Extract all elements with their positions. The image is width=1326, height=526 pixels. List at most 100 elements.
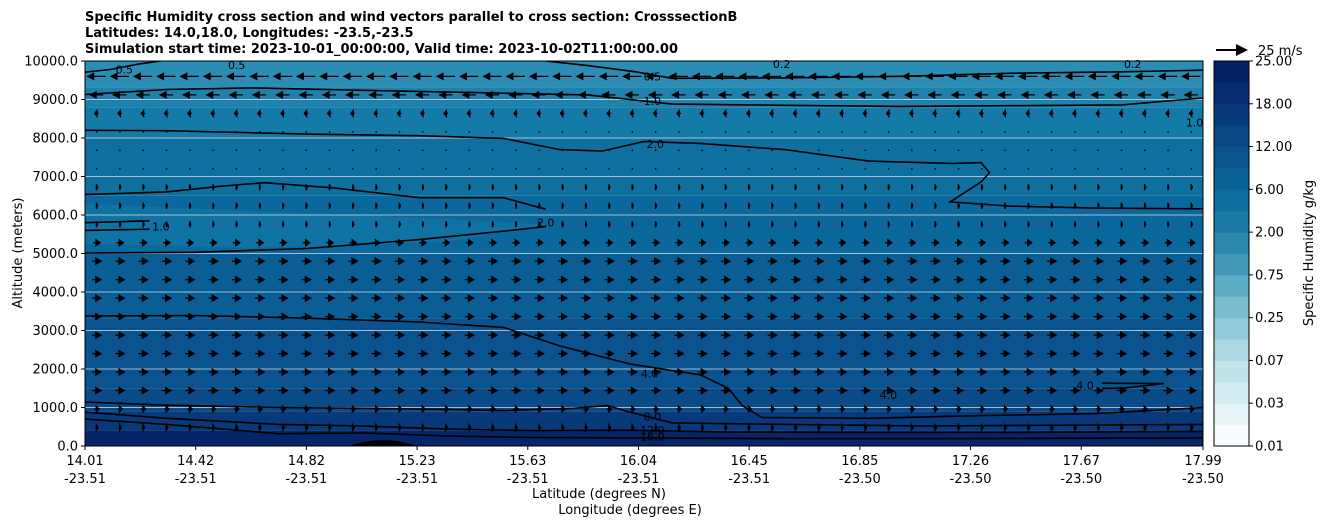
wind-vector	[814, 386, 825, 395]
wind-vector	[608, 168, 610, 170]
x-tick-label-lon: -23.51	[175, 472, 217, 487]
wind-vector	[1000, 294, 1011, 303]
wind-vector	[671, 90, 686, 99]
wind-vector	[1167, 184, 1170, 191]
wind-vector	[1120, 221, 1124, 228]
wind-vector	[464, 349, 476, 358]
wind-vector	[838, 238, 847, 247]
wind-vector	[631, 168, 634, 170]
colorbar-swatch	[1214, 167, 1249, 190]
colorbar-frame	[1213, 60, 1250, 447]
wind-vector	[817, 202, 821, 209]
wind-vector	[305, 221, 308, 228]
wind-vector	[1143, 149, 1146, 152]
wind-vector	[303, 108, 309, 119]
y-tick-label: 7000.0	[33, 170, 79, 185]
colorbar-swatch	[1214, 274, 1249, 297]
x-tick-label-lat: 17.26	[952, 454, 989, 469]
wind-vector	[1004, 221, 1007, 228]
colorbar-swatch	[1214, 61, 1249, 83]
wind-vector	[396, 108, 402, 119]
x-tick-label-lon: -23.50	[839, 472, 881, 487]
wind-vector	[1120, 131, 1123, 133]
wind-vector	[723, 404, 729, 414]
wind-vector	[792, 404, 799, 414]
wind-vector	[1097, 131, 1099, 133]
wind-vector	[442, 238, 451, 247]
wind-vector	[537, 422, 542, 433]
wind-vector	[208, 257, 219, 266]
wind-vector	[1136, 90, 1152, 99]
wind-vector	[305, 131, 308, 133]
wind-vector	[278, 294, 289, 303]
wind-vector	[1073, 221, 1077, 228]
wind-vector	[394, 312, 406, 321]
wind-vector	[744, 368, 755, 377]
wind-vector	[837, 368, 848, 377]
wind-vector	[189, 131, 191, 133]
wind-vector	[1047, 312, 1058, 321]
colorbar-swatch	[1214, 232, 1249, 254]
wind-vector	[1070, 257, 1081, 266]
wind-vector	[189, 149, 191, 152]
x-tick-label-lon: -23.51	[285, 472, 327, 487]
wind-vector	[1163, 257, 1174, 266]
wind-vector	[864, 131, 867, 133]
wind-vector	[256, 108, 262, 119]
wind-vector	[878, 72, 898, 81]
wind-vector	[557, 312, 569, 321]
wind-vector	[491, 422, 495, 433]
wind-vector	[1160, 90, 1175, 99]
wind-vector	[185, 257, 196, 266]
wind-vector	[668, 72, 688, 81]
wind-vector	[678, 149, 680, 152]
wind-vector	[604, 386, 615, 395]
wind-vector	[352, 168, 354, 170]
wind-vector	[1023, 331, 1035, 340]
wind-vector	[887, 131, 890, 133]
wind-vector	[95, 184, 99, 191]
wind-vector	[1025, 404, 1032, 414]
wind-vector	[1047, 368, 1058, 377]
wind-vector	[814, 294, 825, 303]
wind-vector	[328, 131, 331, 133]
wind-vector	[583, 108, 588, 119]
wind-vector	[139, 238, 148, 247]
wind-vector	[1048, 238, 1057, 247]
wind-vector	[1093, 331, 1104, 340]
wind-vector	[231, 349, 243, 358]
wind-vector	[511, 312, 522, 321]
wind-vector	[1166, 422, 1171, 433]
x-tick-label-lon: -23.51	[64, 472, 106, 487]
wind-vector	[397, 422, 402, 433]
wind-vector	[860, 275, 872, 284]
wind-vector	[747, 221, 751, 228]
plot-area: 0.5 0.5 0.5 0.2 0.2 1.0 1.0 2.0 2.0 1.0 4.0 4.0 4.0 8…	[84, 58, 1204, 447]
wind-vector	[608, 131, 610, 133]
wind-vector	[441, 294, 452, 303]
wind-vector	[511, 257, 522, 266]
wind-vector	[118, 202, 122, 209]
wind-vector	[325, 386, 336, 395]
wind-vector	[814, 349, 825, 358]
wind-vector	[490, 404, 496, 414]
wind-vector	[1000, 331, 1011, 340]
wind-vector	[482, 72, 502, 81]
wind-vector	[601, 90, 616, 99]
wind-vector	[421, 221, 425, 228]
wind-vector	[281, 221, 285, 228]
wind-vector	[630, 422, 635, 433]
wind-vector	[907, 312, 918, 321]
wind-vector	[629, 404, 636, 414]
wind-vector	[1165, 108, 1171, 119]
wind-vector	[1143, 221, 1147, 228]
wind-vector	[1186, 368, 1198, 377]
wind-vector	[651, 294, 662, 303]
wind-vector	[1186, 386, 1198, 395]
wind-vector	[622, 72, 642, 81]
wind-vector	[189, 168, 191, 170]
wind-vector	[538, 149, 540, 152]
x-tick-label-lat: 14.01	[66, 454, 103, 469]
wind-vector	[1070, 294, 1081, 303]
wind-vector	[677, 184, 681, 191]
